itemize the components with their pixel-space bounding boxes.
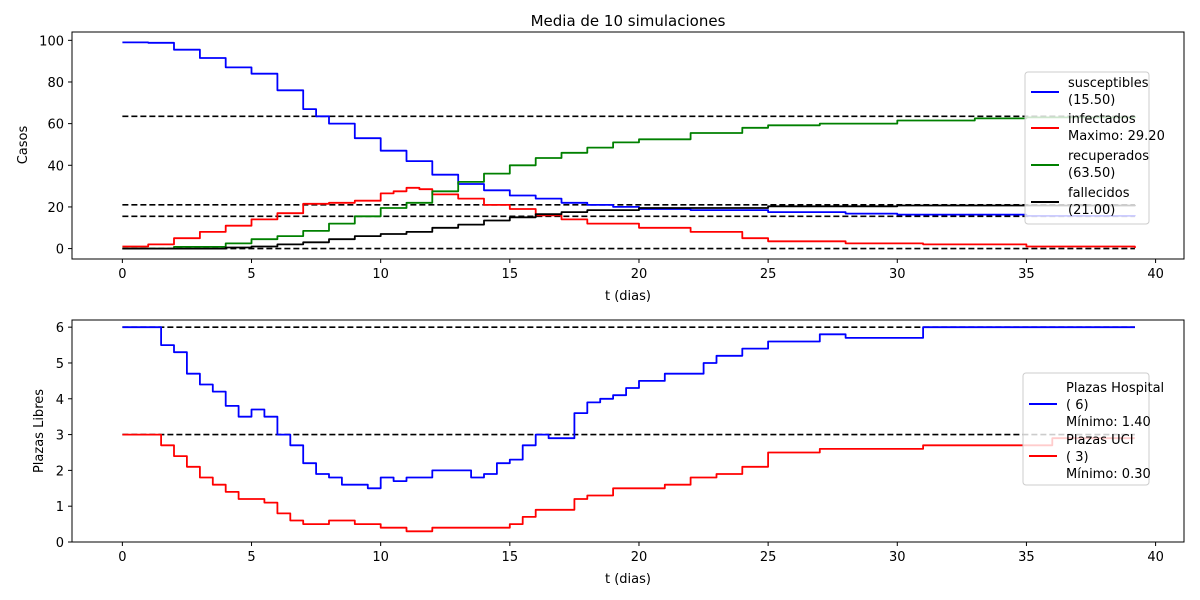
top-x-tick-label: 40	[1147, 267, 1164, 282]
bottom-x-tick-label: 25	[760, 550, 777, 565]
bottom-x-tick-label: 35	[1018, 550, 1035, 565]
legend-label-plazas-uci: ( 3)	[1066, 450, 1089, 465]
top-y-axis-label: Casos	[16, 126, 31, 165]
legend-label-recuperados: recuperados	[1068, 149, 1149, 164]
bottom-reference-lines	[122, 326, 1135, 436]
bottom-x-tick-label: 15	[502, 550, 519, 565]
bottom-x-tick-label: 30	[889, 550, 906, 565]
bottom-y-tick-label: 4	[56, 393, 64, 408]
bottom-x-tick-label: 0	[118, 550, 126, 565]
bottom-x-tick-label: 40	[1147, 550, 1164, 565]
bottom-x-tick-label: 20	[631, 550, 648, 565]
legend-label-infectados: infectados	[1068, 112, 1136, 127]
bottom-y-tick-label: 2	[56, 464, 64, 479]
bottom-legend: Plazas Hospital ( 6) Mínimo: 1.40 Plazas UC…	[1022, 372, 1164, 486]
bottom-x-axis-label: t (dias)	[605, 572, 651, 587]
bottom-x-axis-ticks: 0 5 10 15 20 25 30 35 40	[118, 542, 1164, 565]
series-line-fallecidos	[122, 204, 1136, 250]
series-line-susceptibles	[122, 41, 1136, 217]
bottom-y-axis-ticks: 0 1 2 3 4 5 6	[56, 321, 72, 551]
bottom-x-tick-label: 5	[247, 550, 255, 565]
chart-title: Media de 10 simulaciones	[531, 12, 726, 30]
bottom-y-tick-label: 1	[56, 500, 64, 515]
legend-label-plazas-uci: Plazas UCI	[1066, 433, 1134, 448]
top-y-tick-label: 20	[47, 201, 64, 216]
legend-label-plazas-hospital: Plazas Hospital	[1066, 381, 1164, 396]
bottom-y-tick-label: 6	[56, 321, 64, 336]
top-x-axis-label: t (dias)	[605, 289, 651, 304]
top-y-tick-label: 60	[47, 118, 64, 133]
top-legend-box	[1024, 71, 1150, 225]
legend-label-fallecidos: (21.00)	[1068, 203, 1115, 218]
legend-label-plazas-hospital: Mínimo: 1.40	[1066, 415, 1151, 430]
top-y-tick-label: 80	[47, 76, 64, 91]
legend-label-infectados: Maximo: 29.20	[1068, 129, 1165, 144]
top-x-tick-label: 25	[760, 267, 777, 282]
series-line-plazas-uci	[122, 433, 1135, 533]
bottom-y-tick-label: 3	[56, 429, 64, 444]
top-y-tick-label: 0	[56, 243, 64, 258]
top-x-tick-label: 20	[631, 267, 648, 282]
legend-label-fallecidos: fallecidos	[1068, 186, 1130, 201]
bottom-panel: 0 5 10 15 20 25 30 35 40 0 1 2 3 4 5 6 t (dias) Plazas…	[32, 319, 1185, 587]
top-x-tick-label: 0	[118, 267, 126, 282]
top-x-tick-label: 10	[372, 267, 389, 282]
top-y-tick-label: 100	[39, 34, 64, 49]
top-legend: susceptibles (15.50) infectados Maximo: 29.…	[1024, 71, 1165, 225]
series-line-plazas-hospital	[122, 326, 1135, 490]
top-x-axis-ticks: 0 5 10 15 20 25 30 35 40	[118, 259, 1164, 282]
bottom-series-group	[122, 326, 1135, 533]
bottom-y-axis-label: Plazas Libres	[32, 389, 47, 473]
top-panel: 0 5 10 15 20 25 30 35 40 0 20 40 60 80 100 t (dias) C…	[16, 31, 1185, 304]
top-x-tick-label: 5	[247, 267, 255, 282]
top-y-axis-ticks: 0 20 40 60 80 100	[39, 34, 72, 258]
top-x-tick-label: 15	[502, 267, 519, 282]
legend-label-plazas-hospital: ( 6)	[1066, 398, 1089, 413]
bottom-y-tick-label: 0	[56, 536, 64, 551]
bottom-x-tick-label: 10	[372, 550, 389, 565]
bottom-y-tick-label: 5	[56, 357, 64, 372]
legend-label-susceptibles: susceptibles	[1068, 76, 1149, 91]
top-series-group	[122, 41, 1136, 250]
top-reference-lines	[122, 115, 1135, 250]
top-x-tick-label: 35	[1018, 267, 1035, 282]
series-line-recuperados	[122, 116, 1136, 250]
bottom-plot-frame	[71, 319, 1185, 543]
legend-label-recuperados: (63.50)	[1068, 166, 1115, 181]
top-y-tick-label: 40	[47, 159, 64, 174]
top-plot-frame	[71, 31, 1185, 260]
legend-label-susceptibles: (15.50)	[1068, 93, 1115, 108]
legend-label-plazas-uci: Mínimo: 0.30	[1066, 467, 1151, 482]
top-x-tick-label: 30	[889, 267, 906, 282]
